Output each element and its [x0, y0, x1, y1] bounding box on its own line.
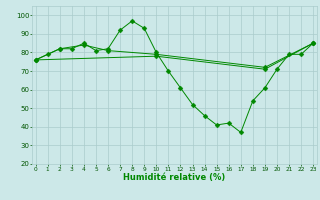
- X-axis label: Humidité relative (%): Humidité relative (%): [123, 173, 226, 182]
